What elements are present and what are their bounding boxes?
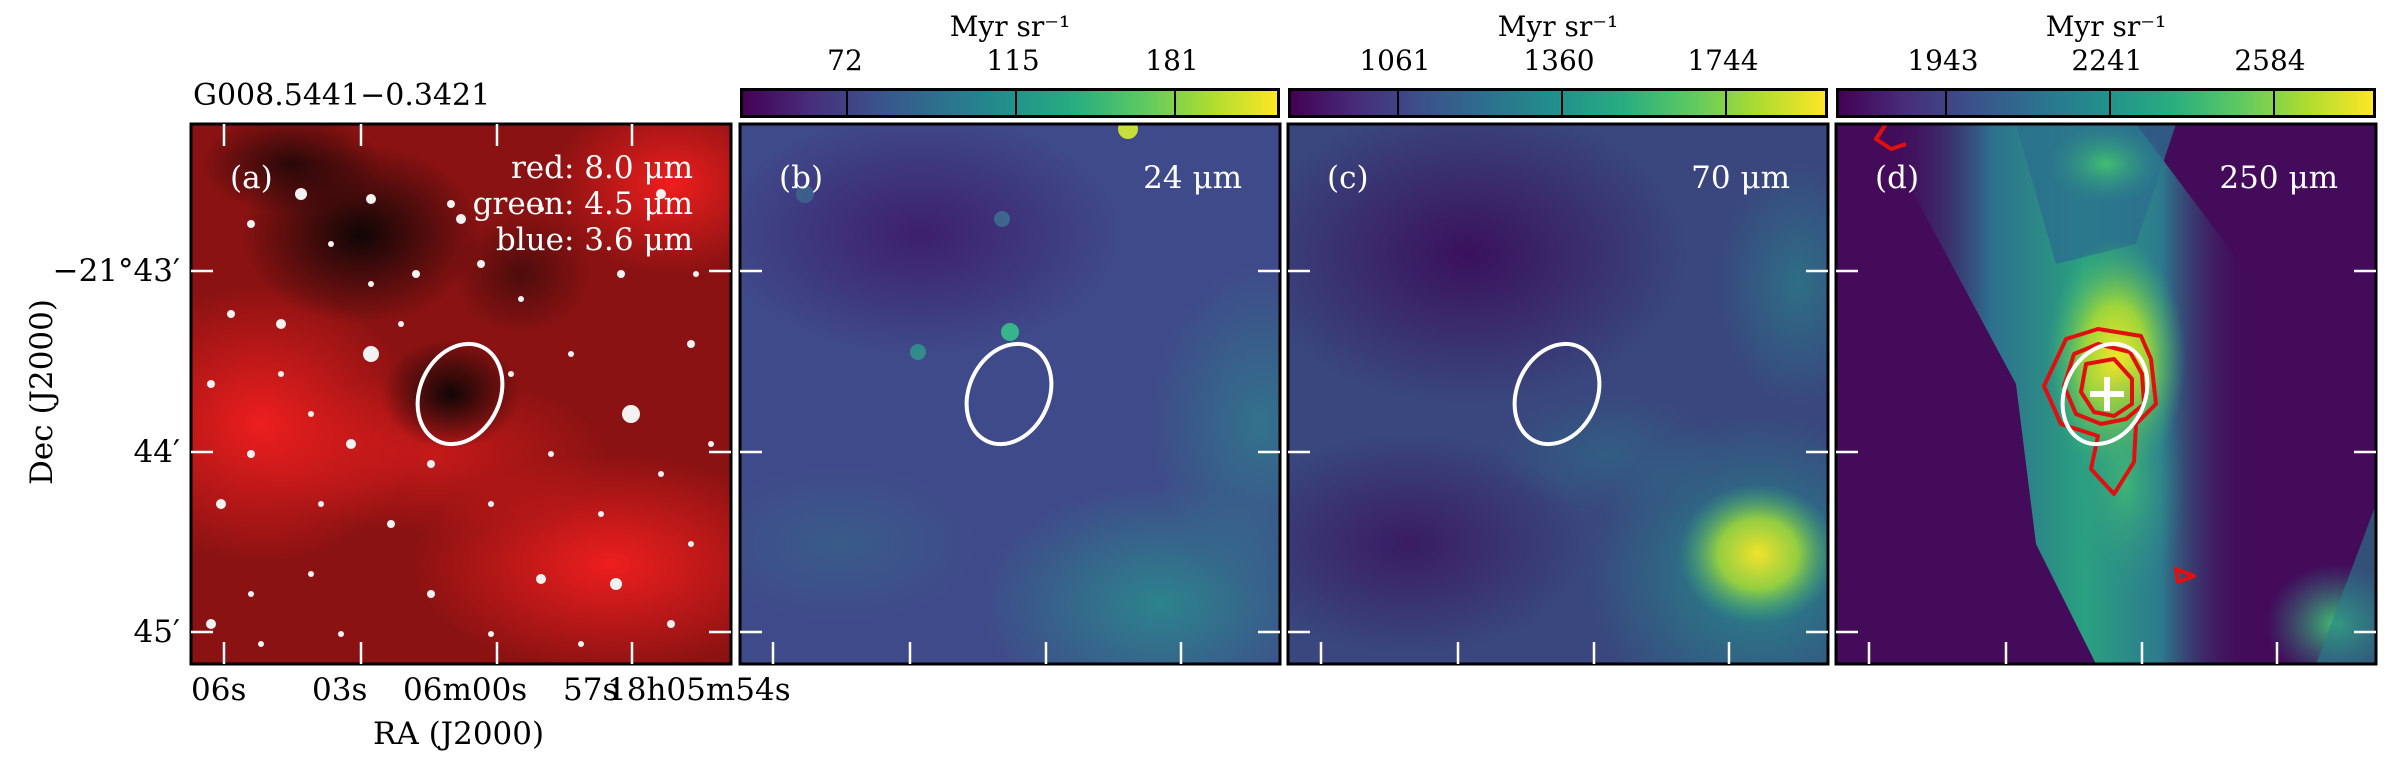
contour-lines (1874, 124, 2196, 584)
colorbar-tick: 1360 (1523, 44, 1595, 77)
colorbar-unit: Myr sr⁻¹ (949, 10, 1071, 43)
colorbar-tick: 181 (1145, 44, 1199, 77)
panel-label-a: (a) (230, 160, 273, 196)
colorbar-gradient (1836, 88, 2376, 118)
x-tick-label: 06s (191, 672, 247, 708)
legend-blue: blue: 3.6 μm (495, 222, 693, 258)
source-title: G008.5441−0.3421 (193, 78, 491, 113)
peak-cross-icon (2090, 377, 2124, 411)
tick-marks (191, 124, 2376, 664)
y-tick-label: −21°43′ (52, 253, 180, 289)
y-tick-label: 44′ (133, 434, 181, 470)
x-axis-title: RA (J2000) (373, 716, 545, 752)
panel-c-image (1288, 124, 1828, 664)
colorbar-gradient (740, 88, 1280, 118)
x-tick-label: 06m00s (403, 672, 528, 708)
colorbar-tick: 115 (986, 44, 1040, 77)
band-label-c: 70 μm (1691, 160, 1790, 196)
colorbar-tick: 72 (827, 44, 863, 77)
colorbar-gradient (1288, 88, 1828, 118)
colorbar-tick: 1744 (1687, 44, 1759, 77)
colorbar-tick: 1943 (1907, 44, 1979, 77)
x-tick-label: 03s (312, 672, 368, 708)
map-70um (1288, 124, 1828, 664)
map-24um (740, 124, 1280, 664)
panel-label-b: (b) (779, 160, 824, 196)
panel-b-image (740, 124, 1280, 664)
band-label-b: 24 μm (1143, 160, 1242, 196)
legend-green: green: 4.5 μm (472, 186, 693, 222)
colorbar-tick: 2241 (2071, 44, 2143, 77)
x-tick-label: 57s (563, 672, 619, 708)
source-ellipses (415, 341, 2150, 447)
colorbar-tick: 1061 (1359, 44, 1431, 77)
panel-label-d: (d) (1875, 160, 1920, 196)
x-tick-label: 18h05m54s (607, 672, 791, 708)
colorbar-unit: Myr sr⁻¹ (1497, 10, 1619, 43)
ir-composite-image (191, 124, 731, 664)
panel-label-c: (c) (1327, 160, 1369, 196)
band-label-d: 250 μm (2219, 160, 2338, 196)
colorbar-unit: Myr sr⁻¹ (2045, 10, 2167, 43)
y-axis-title: Dec (J2000) (24, 299, 60, 485)
y-tick-label: 45′ (133, 614, 181, 650)
colorbar-tick: 2584 (2234, 44, 2306, 77)
panel-a-image (191, 124, 731, 664)
legend-red: red: 8.0 μm (510, 150, 693, 186)
